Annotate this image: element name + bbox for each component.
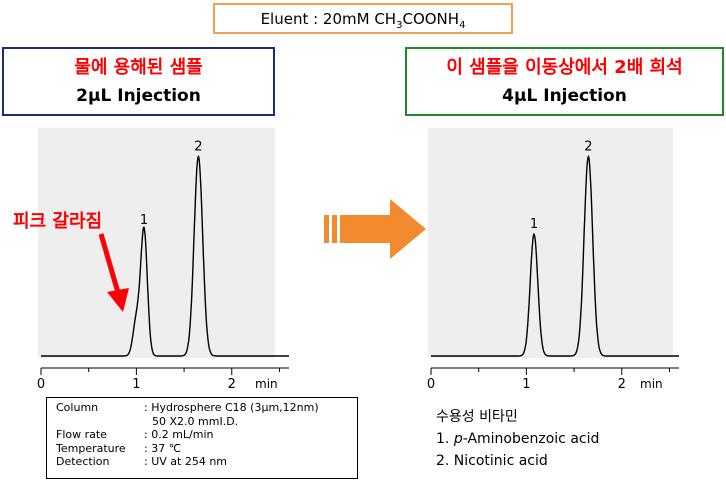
eluent-text: Eluent : 20mM CH <box>260 10 397 28</box>
left-plot-background <box>38 128 275 358</box>
peak-label: 1 <box>530 217 538 232</box>
x-tick-label: 0 <box>427 377 435 392</box>
conditions-key <box>56 415 144 429</box>
x-tick-label: 1 <box>522 377 530 392</box>
analyte-1-prefix: p <box>453 431 463 447</box>
chromatogram-trace <box>431 155 679 357</box>
conditions-value: : 0.2 mL/min <box>144 428 214 441</box>
right-condition-box: 이 샘플을 이동상에서 2배 희석 4μL Injection <box>405 47 724 116</box>
conditions-key: Temperature <box>56 441 126 455</box>
annotation-arrow <box>98 233 129 312</box>
analyte-1-name: -Aminobenzoic acid <box>462 431 600 447</box>
right-condition-title: 이 샘플을 이동상에서 2배 희석 <box>446 57 683 78</box>
conditions-key: Column <box>56 401 99 414</box>
x-axis-unit: min <box>640 377 663 391</box>
conditions-row: Temperature : 37 ℃ <box>56 442 357 456</box>
conditions-key: Detection <box>56 455 110 468</box>
peak-label: 2 <box>194 140 202 155</box>
conditions-row: Detection : UV at 254 nm <box>56 455 357 469</box>
analyte-list: 수용성 비타민 1. p-Aminobenzoic acid 2. Nicoti… <box>436 406 599 472</box>
eluent-sub-4: 4 <box>459 20 466 31</box>
x-tick-label: 0 <box>37 377 45 392</box>
transition-arrow-icon <box>324 199 426 259</box>
conditions-value: 50 X2.0 mmI.D. <box>152 414 239 428</box>
right-plot-background <box>428 128 673 358</box>
conditions-row: Column : Hydrosphere C18 (3μm,12nm) <box>56 401 357 415</box>
analyte-1-number: 1. <box>436 431 454 447</box>
conditions-key: Flow rate <box>56 428 107 441</box>
analyte-heading: 수용성 비타민 <box>436 409 518 425</box>
eluent-sub-3: 3 <box>396 20 403 31</box>
left-injection-label: 2μL Injection <box>76 86 201 106</box>
conditions-value: : Hydrosphere C18 (3μm,12nm) <box>144 401 319 414</box>
right-injection-label: 4μL Injection <box>502 86 627 106</box>
left-condition-title: 물에 용해된 샘플 <box>74 57 203 78</box>
analyte-item-1: 1. p-Aminobenzoic acid <box>436 428 599 450</box>
conditions-value: : 37 ℃ <box>144 441 182 455</box>
conditions-row: Flow rate : 0.2 mL/min <box>56 428 357 442</box>
peak-split-annotation: 피크 갈라짐 <box>13 211 103 232</box>
x-axis-unit: min <box>255 377 278 391</box>
left-chromatogram: 0 1 2 min 1 2 <box>37 128 289 392</box>
conditions-value: : UV at 254 nm <box>144 455 228 468</box>
right-chromatogram: 0 1 2 min 1 2 <box>427 128 679 392</box>
eluent-label: Eluent : 20mM CH3COONH4 <box>213 3 513 34</box>
chromatogram-trace <box>41 155 289 357</box>
x-tick-label: 1 <box>132 377 140 392</box>
x-tick-label: 2 <box>228 377 236 392</box>
conditions-table: Column : Hydrosphere C18 (3μm,12nm) 50 X2.… <box>46 397 358 479</box>
peak-label: 1 <box>140 213 148 228</box>
x-tick-label: 2 <box>618 377 626 392</box>
left-condition-box: 물에 용해된 샘플 2μL Injection <box>2 47 275 116</box>
analyte-item-2: 2. Nicotinic acid <box>436 453 548 469</box>
eluent-text-mid: COONH <box>402 10 460 28</box>
peak-label: 2 <box>584 140 592 155</box>
conditions-row: 50 X2.0 mmI.D. <box>56 415 357 429</box>
